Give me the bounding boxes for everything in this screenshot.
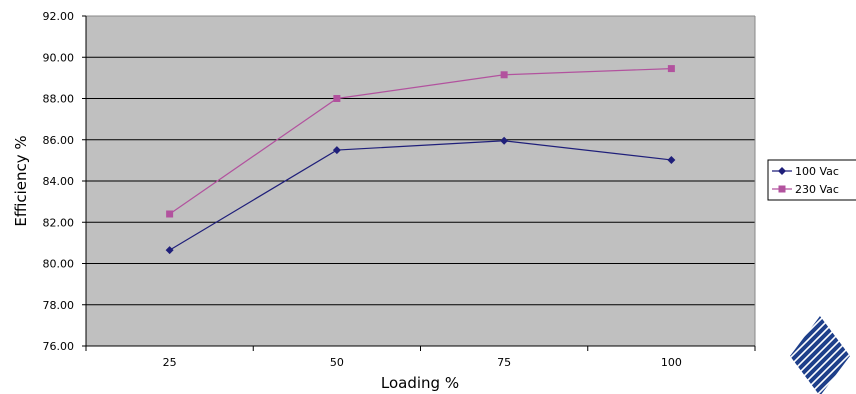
y-tick-label: 80.00 [43,258,75,271]
data-point-diamond [500,136,509,145]
x-tick-label: 50 [330,356,344,369]
logo-stripe [790,316,846,394]
logo-stripe [790,316,838,394]
y-tick-label: 82.00 [43,216,75,229]
data-point-diamond [165,246,174,255]
data-point-square [166,210,174,218]
y-tick-label: 86.00 [43,134,75,147]
data-point-diamond [667,155,676,164]
legend-box [767,159,856,201]
logo-stripe [802,316,850,394]
y-axis-title: Efficiency % [12,135,30,226]
logo-stripe [810,316,850,394]
series-group [165,65,676,255]
axes: 76.00 78.00 80.00 82.00 84.00 86.00 88.00 90.00… [43,10,756,369]
series-230-vac [166,65,675,218]
legend-label: 100 Vac [795,165,839,178]
y-tick-label: 84.00 [43,175,75,188]
y-tick-label: 78.00 [43,299,75,312]
data-point-square [667,65,675,73]
logo-stripe [826,316,850,394]
x-tick-label: 100 [661,356,682,369]
y-tick-label: 92.00 [43,10,75,23]
legend-label: 230 Vac [795,183,839,196]
data-point-diamond [332,146,341,155]
plot-area [86,15,756,347]
data-point-square [500,71,508,79]
data-point-square [778,185,786,193]
y-tick-label: 76.00 [43,340,75,353]
data-point-diamond [778,167,786,175]
x-axis-title: Loading % [381,374,459,392]
series-line [169,67,672,215]
series-line [169,140,672,251]
x-tick-label: 25 [163,356,177,369]
y-tick-label: 88.00 [43,93,75,106]
legend: 100 Vac 230 Vac [767,159,856,201]
y-tick-label: 90.00 [43,51,75,64]
series-100-vac [165,136,676,255]
logo-stripe [790,316,830,394]
data-point-square [333,95,341,102]
x-tick-label: 75 [497,356,511,369]
